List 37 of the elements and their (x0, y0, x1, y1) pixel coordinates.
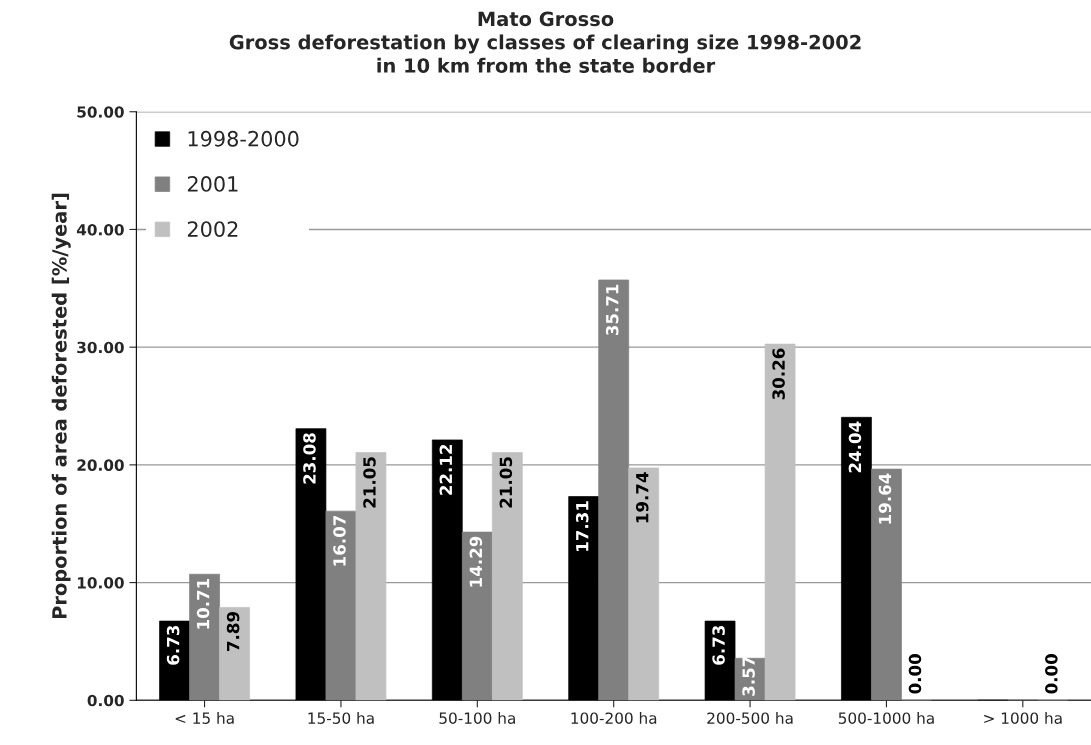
y-tick-label: 30.00 (77, 341, 124, 354)
data-label: 16.07 (333, 516, 346, 566)
x-tick-label: 100-200 ha (571, 712, 657, 724)
data-label: 17.31 (575, 501, 589, 551)
data-label: 21.05 (363, 457, 376, 508)
data-label: 10.71 (196, 578, 210, 629)
data-label: 35.71 (605, 284, 619, 336)
data-label: 0.00 (1045, 654, 1058, 694)
data-label: 21.05 (499, 457, 513, 508)
y-tick-label: 10.00 (77, 577, 124, 589)
data-label: 22.12 (439, 444, 452, 495)
x-tick-label: 50-100 ha (439, 712, 515, 724)
data-label: 19.74 (635, 472, 649, 523)
x-tick-label: 200-500 ha (707, 712, 793, 724)
x-tick-label: 500-1000 ha (838, 712, 934, 724)
legend-label: 1998-2000 (188, 130, 299, 147)
legend-label: 2002 (187, 221, 238, 237)
data-label: 24.04 (848, 421, 862, 473)
data-label: 23.08 (303, 433, 316, 484)
x-tick-label: 15-50 ha (308, 712, 374, 724)
x-tick-label: > 1000 ha (984, 712, 1062, 724)
chart-title: Mato Grosso Gross deforestation by classes of clearing size 1998-2002 in 10 km from the state border (229, 11, 861, 73)
data-label: 19.64 (878, 473, 892, 524)
y-tick-label: 40.00 (76, 223, 124, 236)
y-axis-title: Proportion of area deforested [%/year] (51, 193, 71, 619)
y-tick-label: 20.00 (77, 459, 124, 471)
data-label: 0.00 (908, 654, 922, 694)
data-label: 6.73 (166, 625, 180, 665)
legend-label: 2001 (187, 176, 238, 192)
data-label: 30.26 (772, 348, 785, 400)
data-label: 6.73 (712, 625, 725, 665)
y-tick-label: 0.00 (87, 694, 124, 707)
x-tick-label: < 15 ha (175, 712, 234, 724)
data-label: 14.29 (469, 536, 483, 587)
data-label: 7.89 (226, 612, 240, 651)
y-tick-label: 50.00 (77, 106, 124, 118)
data-label: 3.57 (742, 656, 755, 696)
